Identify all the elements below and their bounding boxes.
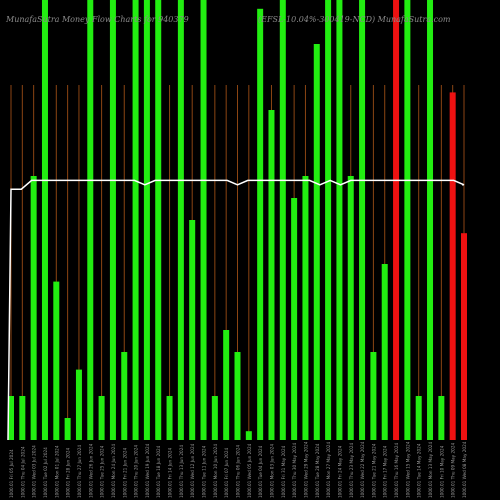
bar xyxy=(279,0,286,440)
bar xyxy=(166,396,173,440)
x-tick-label: 1000.01 Mon 24 Jun 2024 xyxy=(111,444,116,498)
bar xyxy=(53,281,60,440)
x-tick-label: 1000.01 Fri 31 May 2024 xyxy=(281,445,286,498)
bar xyxy=(393,0,400,440)
x-tick-label: 1000.01 Tue 21 May 2024 xyxy=(371,443,376,498)
x-tick-label: 1000.01 Wed 26 Jun 2024 xyxy=(88,443,93,498)
x-tick-label: 1000.01 Thu 27 Jun 2024 xyxy=(77,445,82,498)
x-tick-label: 1000.01 Mon 13 May 2024 xyxy=(428,442,433,498)
bar xyxy=(87,0,94,440)
bar xyxy=(75,369,82,440)
bar xyxy=(404,0,411,440)
bar xyxy=(211,396,218,440)
bar xyxy=(347,176,354,440)
bar xyxy=(438,396,445,440)
x-tick-label: 1000.01 Fri 21 Jun 2024 xyxy=(122,448,127,498)
x-tick-label: 1000.01 Fri 10 May 2024 xyxy=(439,445,444,498)
bar xyxy=(19,396,26,440)
bar xyxy=(370,352,377,440)
x-tick-label: 1000.01 Wed 08 May 2024 xyxy=(462,441,467,498)
bar xyxy=(427,0,434,440)
x-tick-label: 1000.01 Wed 12 Jun 2024 xyxy=(190,443,195,498)
x-axis-tick-labels: 1000.01 Fri 05 Jul 2024 1000.01 Thu 04 Ju… xyxy=(9,441,467,498)
x-tick-label: 1000.01 Fri 07 Jun 2024 xyxy=(224,448,229,498)
bar xyxy=(8,396,14,440)
x-tick-label: 1000.01 Tue 02 Jul 2024 xyxy=(43,447,48,498)
x-tick-label: 1000.01 Mon 01 Jul 2024 xyxy=(54,445,59,498)
x-tick-label: 1000.01 Thu 13 Jun 2024 xyxy=(179,445,184,498)
chart-title-left: MunafaSutra Money Flow Charts for 940379 xyxy=(5,15,189,24)
bar xyxy=(461,233,467,440)
bar xyxy=(189,220,196,440)
bar xyxy=(64,418,71,440)
x-tick-label: 1000.01 Tue 18 Jun 2024 xyxy=(156,445,161,498)
bar xyxy=(143,0,150,440)
x-tick-label: 1000.01 Fri 17 May 2024 xyxy=(383,445,388,498)
bar xyxy=(30,176,37,440)
x-tick-label: 1000.01 Thu 23 May 2024 xyxy=(349,443,354,498)
x-tick-label: 1000.01 Mon 10 Jun 2024 xyxy=(213,444,218,498)
x-tick-label: 1000.01 Wed 03 Jul 2024 xyxy=(32,445,37,498)
x-tick-label: 1000.01 Tue 04 Jun 2024 xyxy=(258,445,263,498)
bar xyxy=(313,44,320,440)
bar xyxy=(325,0,332,440)
bar xyxy=(381,264,388,440)
x-tick-label: 1000.01 Tue 25 Jun 2024 xyxy=(100,445,105,498)
bar xyxy=(121,352,128,440)
x-tick-label: 1000.01 Tue 14 May 2024 xyxy=(417,443,422,498)
bar xyxy=(415,396,422,440)
bar xyxy=(268,110,275,440)
bar xyxy=(98,396,105,440)
x-tick-label: 1000.01 Fri 05 Jul 2024 xyxy=(9,449,14,498)
bar xyxy=(234,352,241,440)
bar xyxy=(291,198,298,440)
x-tick-label: 1000.01 Fri 14 Jun 2024 xyxy=(168,448,173,498)
x-tick-label: 1000.01 Fri 28 Jun 2024 xyxy=(66,448,71,498)
bar xyxy=(449,92,456,441)
bar xyxy=(41,0,48,440)
x-tick-label: 1000.01 Wed 05 Jun 2024 xyxy=(247,443,252,498)
x-tick-label: 1000.01 Mon 03 Jun 2024 xyxy=(269,444,274,498)
bar xyxy=(245,431,252,440)
bar xyxy=(257,8,264,441)
bar xyxy=(336,0,343,440)
money-flow-line xyxy=(7,179,465,441)
bar xyxy=(155,0,162,440)
bar xyxy=(359,0,366,440)
x-tick-label: 1000.01 Thu 04 Jul 2024 xyxy=(20,446,25,498)
x-tick-label: 1000.01 Mon 27 May 2024 xyxy=(326,442,331,498)
chart-title-right: (EFSL-10.04%-300419-NCD) MunafaSutra.com xyxy=(258,15,451,24)
bar xyxy=(200,0,207,440)
x-tick-label: 1000.01 Wed 19 Jun 2024 xyxy=(145,443,150,498)
bar xyxy=(132,0,139,440)
x-tick-label: 1000.01 Thu 06 Jun 2024 xyxy=(236,445,241,498)
x-tick-label: 1000.01 Tue 11 Jun 2024 xyxy=(202,445,207,498)
x-tick-label: 1000.01 Thu 20 Jun 2024 xyxy=(134,445,139,498)
bar xyxy=(177,0,184,440)
x-tick-label: 1000.01 Thu 16 May 2024 xyxy=(394,443,399,498)
x-tick-label: 1000.01 Wed 29 May 2024 xyxy=(303,441,308,498)
x-tick-label: 1000.01 Tue 28 May 2024 xyxy=(315,443,320,498)
x-tick-label: 1000.01 Fri 24 May 2024 xyxy=(337,445,342,498)
bar xyxy=(302,176,309,440)
x-tick-label: 1000.01 Thu 09 May 2024 xyxy=(451,443,456,498)
bar-series xyxy=(8,0,467,441)
x-tick-label: 1000.01 Thu 30 May 2024 xyxy=(292,443,297,498)
bar xyxy=(109,0,116,440)
bar xyxy=(223,330,230,440)
x-tick-label: 1000.01 Wed 15 May 2024 xyxy=(405,441,410,498)
x-tick-label: 1000.01 Wed 22 May 2024 xyxy=(360,441,365,498)
